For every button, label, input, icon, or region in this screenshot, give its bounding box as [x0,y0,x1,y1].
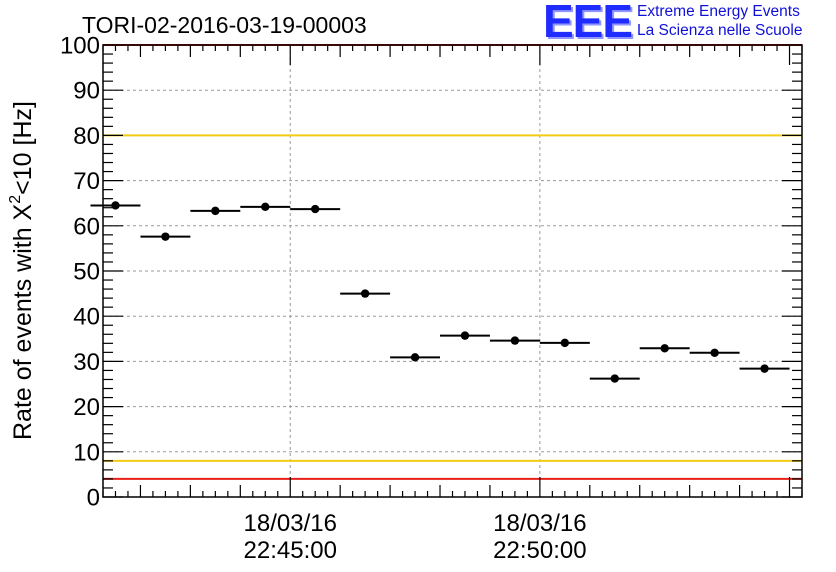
data-point [760,364,769,373]
data-point [360,289,370,298]
eee-logo-mark: EEE [543,0,633,47]
data-point [310,204,320,214]
x-tick-label-time: 22:45:00 [244,537,337,564]
data-point [510,336,520,345]
y-axis-label-rest: <10 [Hz] [9,101,37,195]
data-point [161,232,170,241]
y-tick-label: 80 [73,123,100,150]
chart-title: TORI-02-2016-03-19-00003 [82,12,367,38]
data-point [460,331,470,340]
data-point [410,353,420,362]
data-point [261,202,270,212]
data-point [660,344,669,353]
x-tick-label-time: 22:50:00 [493,537,586,564]
y-tick-label: 10 [73,439,100,466]
x-tick-label-date: 18/03/16 [244,510,337,537]
y-tick-label: 20 [73,394,100,421]
eee-logo: EEE Extreme Energy Events La Scienza nel… [543,0,833,44]
logo-text-line2: La Scienza nelle Scuole [637,22,803,39]
y-axis-label-superscript: 2 [7,195,24,204]
y-axis-label: Rate of events with X2<10 [Hz] [7,101,37,440]
data-point [610,374,619,383]
logo-text-line1: Extreme Energy Events [637,3,800,20]
axis-ticks [102,44,803,498]
y-tick-label: 30 [73,349,100,376]
data-point [560,338,570,348]
x-tick-label-date: 18/03/16 [493,510,586,537]
y-tick-label: 40 [73,304,100,331]
data-point [211,206,220,216]
y-axis-label-main: Rate of events with X [9,203,37,440]
y-tick-label: 90 [73,78,100,105]
y-tick-label: 60 [73,213,100,240]
y-tick-label: 0 [87,485,100,512]
grid [103,45,802,497]
data-point [710,348,719,358]
y-tick-label: 100 [60,33,100,60]
data-point [111,201,120,210]
data-points [90,201,790,383]
y-tick-label: 70 [73,168,100,195]
reference-lines [103,44,802,480]
y-tick-labels: 0 10 20 30 40 50 60 70 80 90 100 [60,33,100,512]
y-tick-label: 50 [73,259,100,286]
